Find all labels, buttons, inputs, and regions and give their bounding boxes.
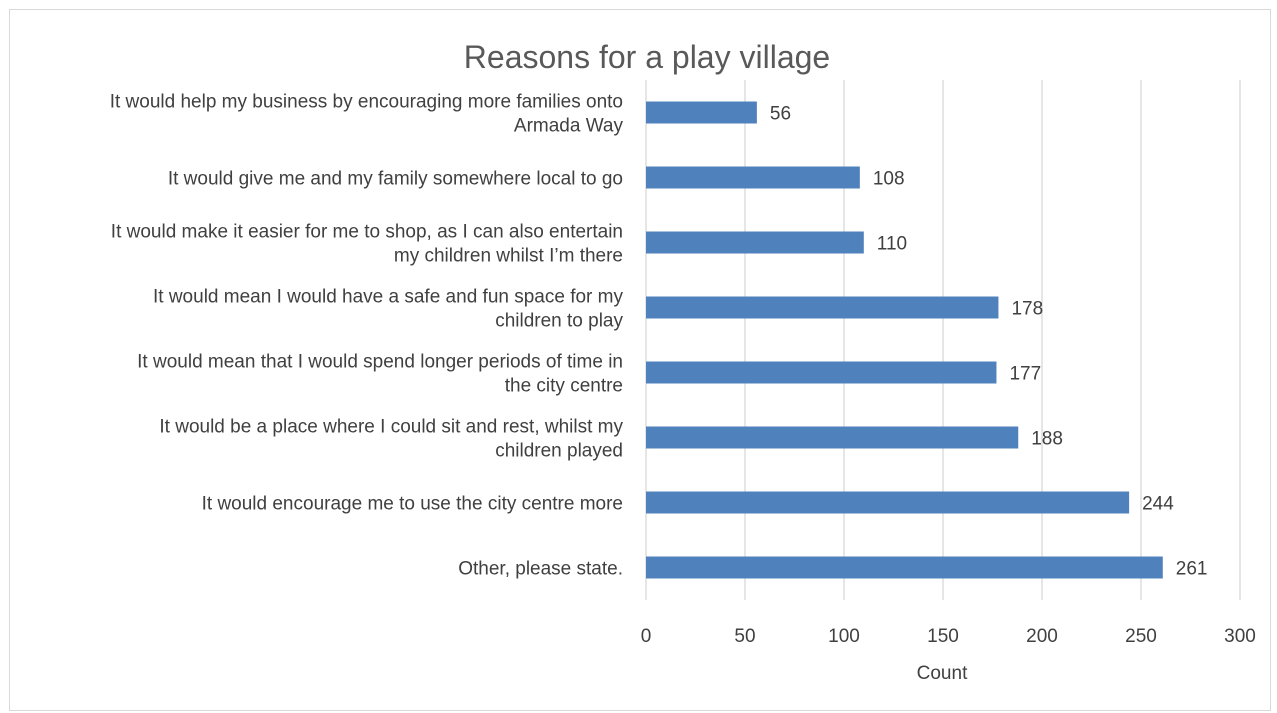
category-label: my children whilst I’m there xyxy=(394,246,623,267)
data-label: 56 xyxy=(770,104,791,125)
data-label: 108 xyxy=(873,169,905,190)
x-tick-label: 250 xyxy=(1125,626,1157,647)
x-tick-label: 0 xyxy=(641,626,652,647)
data-label: 178 xyxy=(1011,299,1043,320)
bar xyxy=(646,101,757,124)
bar xyxy=(646,556,1163,579)
bar xyxy=(646,361,997,384)
x-tick-label: 100 xyxy=(828,626,860,647)
category-label: the city centre xyxy=(505,376,623,397)
category-label: Other, please state. xyxy=(458,559,623,580)
data-label: 261 xyxy=(1176,559,1208,580)
category-labels: It would help my business by encouraging… xyxy=(110,92,624,580)
data-label: 110 xyxy=(877,234,907,255)
bar xyxy=(646,231,864,254)
bar xyxy=(646,166,860,189)
gridlines xyxy=(645,80,1241,600)
category-label: It would mean that I would spend longer … xyxy=(137,352,623,373)
x-tick-labels: 0 50 100 150 200 250 300 xyxy=(641,626,1256,647)
category-label: It would mean I would have a safe and fu… xyxy=(153,287,623,308)
category-label: It would make it easier for me to shop, … xyxy=(111,222,623,243)
category-label: children played xyxy=(495,441,623,462)
category-label: children to play xyxy=(495,311,623,332)
x-tick-label: 300 xyxy=(1224,626,1256,647)
category-label: It would encourage me to use the city ce… xyxy=(202,494,623,515)
category-label: It would give me and my family somewhere… xyxy=(168,169,623,190)
bar xyxy=(646,491,1130,514)
bar xyxy=(646,426,1019,449)
bars: 56 108 110 178 177 188 244 261 xyxy=(646,101,1208,580)
x-tick-label: 150 xyxy=(927,626,959,647)
bar xyxy=(646,296,999,319)
x-tick-label: 200 xyxy=(1026,626,1058,647)
category-label: It would be a place where I could sit an… xyxy=(159,417,623,438)
chart-title: Reasons for a play village xyxy=(464,39,830,75)
x-axis-title: Count xyxy=(917,663,968,684)
x-tick-label: 50 xyxy=(734,626,755,647)
chart-frame xyxy=(9,9,1271,711)
data-label: 188 xyxy=(1031,429,1063,450)
category-label: Armada Way xyxy=(514,116,624,137)
data-label: 244 xyxy=(1142,494,1174,515)
data-label: 177 xyxy=(1009,364,1041,385)
category-label: It would help my business by encouraging… xyxy=(110,92,623,113)
